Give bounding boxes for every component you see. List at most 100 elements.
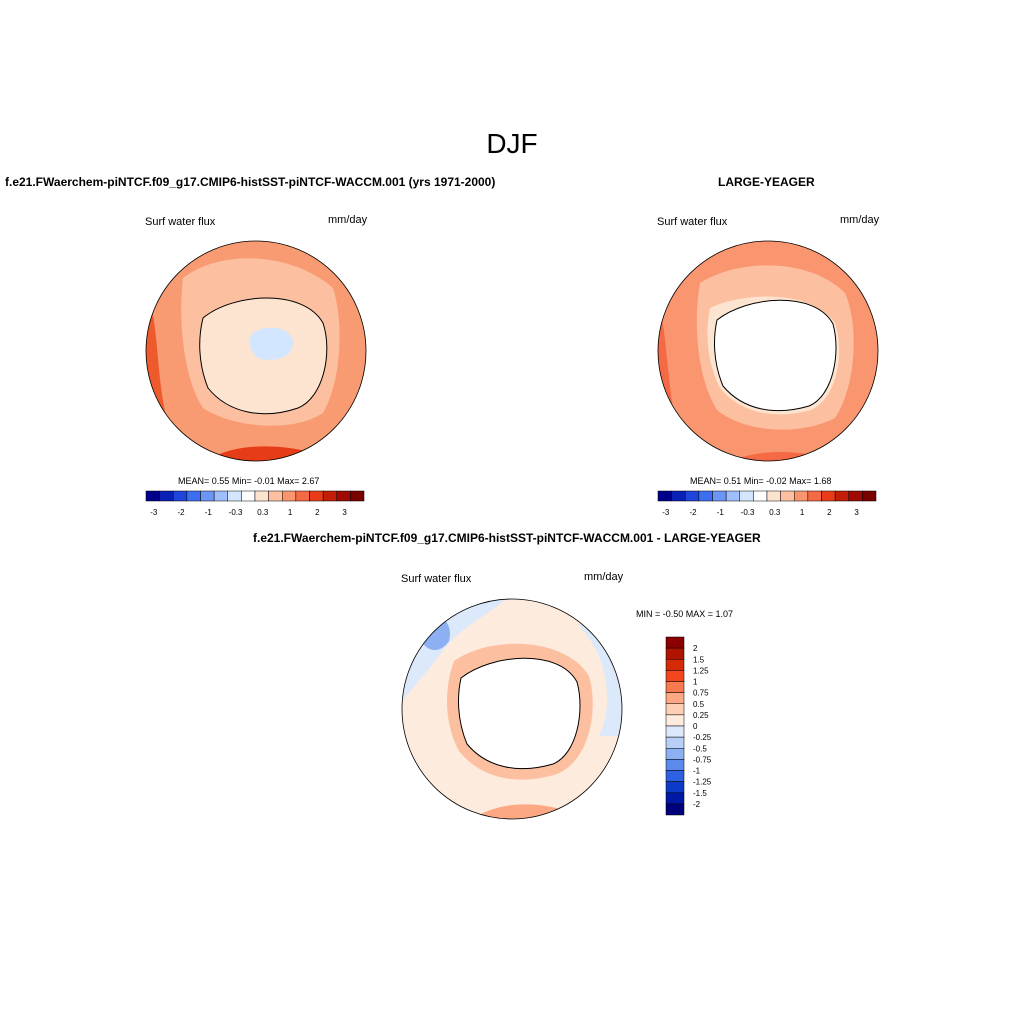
colorbar-tick-label: -1: [693, 767, 701, 776]
panel-2-polar-map: [657, 240, 879, 462]
colorbar-swatch: [665, 725, 685, 738]
colorbar-swatch: [350, 490, 365, 502]
colorbar-swatch: [322, 490, 337, 502]
panel-1-coastline: [199, 297, 328, 415]
colorbar-swatch: [309, 490, 324, 502]
panel-1-min-label: Min=: [231, 476, 252, 486]
colorbar-tick-label: 1: [693, 678, 698, 687]
colorbar-tick-label: -0.75: [693, 755, 712, 764]
colorbar-tick-label: 2: [315, 508, 320, 517]
diff-panel-units-label: mm/day: [584, 571, 624, 583]
panel-2-units-label: mm/day: [840, 214, 880, 226]
colorbar-swatch: [268, 490, 283, 502]
panel-1-units-label: mm/day: [328, 214, 368, 226]
colorbar-swatch: [665, 781, 685, 793]
colorbar-swatch: [862, 490, 877, 502]
panel-1-mean-value: 0.55: [211, 476, 230, 486]
panel-1-mean-label: MEAN=: [178, 476, 210, 486]
colorbar-tick-label: -1.5: [693, 789, 707, 798]
panel-1-negative-flux-area: [249, 327, 293, 360]
colorbar-tick-label: -2: [690, 508, 698, 517]
panel-2-mean-label: MEAN=: [690, 476, 722, 486]
colorbar-tick-label: -0.3: [229, 508, 243, 517]
colorbar-tick-label: -2: [178, 508, 186, 517]
colorbar-swatch: [665, 714, 685, 727]
colorbar-tick-label: -0.5: [693, 744, 707, 753]
colorbar-swatch: [173, 490, 188, 502]
panel-2-variable-label: Surf water flux: [657, 216, 728, 228]
colorbar-swatch: [295, 490, 310, 502]
panel-2-mean-value: 0.51: [723, 476, 742, 486]
colorbar-swatch: [685, 490, 700, 502]
colorbar-swatch: [200, 490, 215, 502]
diff-panel-map-border: [401, 598, 623, 820]
panel-2-colorbar: -3 -2 -1 -0.3 0.3 1 2 3: [657, 490, 877, 517]
colorbar-tick-label: 1: [800, 508, 805, 517]
colorbar-swatch: [145, 490, 160, 502]
colorbar-tick-label: -2: [693, 800, 701, 809]
colorbar-tick-label: 3: [342, 508, 347, 517]
colorbar-swatch: [848, 490, 863, 502]
panel-2-antarctic-continent: [714, 299, 837, 412]
panel-1-max-value: 2.67: [301, 476, 320, 486]
colorbar-swatch: [665, 681, 685, 693]
colorbar-swatch: [159, 490, 174, 502]
main-title: DJF: [486, 128, 538, 159]
panel-1-max-label: Max=: [277, 476, 300, 486]
colorbar-swatch: [753, 490, 768, 502]
colorbar-swatch: [657, 490, 672, 502]
colorbar-tick-label: 0: [693, 722, 698, 731]
colorbar-swatch: [665, 692, 685, 704]
diff-panel-colorbar: 2 1.5 1.25 1 0.75 0.5 0.25 0 -0.25 -0.5 -0.75 -1 -1.…: [665, 636, 712, 816]
panel-1-colorbar: -3 -2 -1 -0.3 0.3 1 2 3: [145, 490, 365, 517]
colorbar-tick-label: 0.5: [693, 700, 705, 709]
colorbar-swatch: [665, 647, 685, 660]
panel-1-title: f.e21.FWaerchem-piNTCF.f09_g17.CMIP6-his…: [5, 175, 496, 189]
colorbar-tick-label: 1: [288, 508, 293, 517]
panel-2-stats: MEAN= 0.51 Min= -0.02 Max= 1.68: [690, 476, 831, 486]
colorbar-tick-label: -0.3: [741, 508, 755, 517]
colorbar-tick-label: -3: [662, 508, 670, 517]
panel-2-title: LARGE-YEAGER: [718, 175, 815, 189]
colorbar-swatch: [671, 490, 686, 502]
colorbar-swatch: [665, 703, 685, 716]
colorbar-tick-label: 0.75: [693, 689, 709, 698]
colorbar-tick-label: 2: [693, 644, 698, 653]
colorbar-swatch: [665, 803, 685, 816]
colorbar-swatch: [725, 490, 740, 502]
diff-panel-polar-map: [401, 598, 623, 820]
colorbar-swatch: [712, 490, 727, 502]
colorbar-swatch: [254, 490, 269, 502]
panel-2-min-label: Min=: [743, 476, 764, 486]
colorbar-swatch: [665, 770, 685, 782]
colorbar-swatch: [766, 490, 781, 502]
colorbar-tick-label: 1.5: [693, 655, 705, 664]
colorbar-tick-label: 3: [854, 508, 859, 517]
panel-1-polar-map: [145, 240, 367, 462]
colorbar-swatch: [739, 490, 754, 502]
colorbar-swatch: [227, 490, 242, 502]
colorbar-swatch: [780, 490, 795, 502]
colorbar-tick-label: -1: [205, 508, 213, 517]
colorbar-tick-label: 2: [827, 508, 832, 517]
colorbar-tick-label: -1.25: [693, 778, 712, 787]
colorbar-swatch: [282, 490, 297, 502]
colorbar-swatch: [241, 490, 256, 502]
diff-panel-title: f.e21.FWaerchem-piNTCF.f09_g17.CMIP6-his…: [253, 531, 761, 545]
diff-panel-antarctic-continent: [458, 657, 581, 770]
panel-1-map-border: [145, 240, 367, 462]
colorbar-tick-label: 0.3: [769, 508, 781, 517]
colorbar-swatch: [213, 490, 228, 502]
panel-2-high-flux-south: [725, 452, 845, 461]
colorbar-tick-label: -3: [150, 508, 158, 517]
colorbar-swatch: [665, 636, 685, 649]
panel-2-max-value: 1.68: [813, 476, 832, 486]
colorbar-swatch: [665, 659, 685, 671]
colorbar-tick-label: 0.3: [257, 508, 269, 517]
panel-1-variable-label: Surf water flux: [145, 216, 216, 228]
colorbar-tick-label: 0.25: [693, 711, 709, 720]
colorbar-swatch: [807, 490, 822, 502]
panel-2-min-value: -0.02: [766, 476, 787, 486]
colorbar-swatch: [336, 490, 351, 502]
colorbar-swatch: [698, 490, 713, 502]
